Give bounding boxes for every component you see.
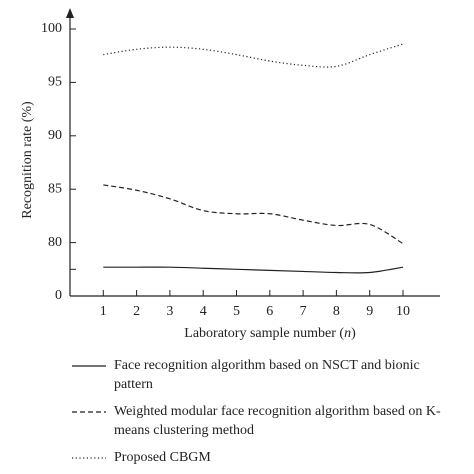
x-tick-label: 4 (200, 304, 207, 319)
x-axis-label: Laboratory sample number (n) (184, 326, 356, 341)
x-tick-label: 9 (366, 304, 373, 319)
series-line (103, 43, 404, 68)
y-tick-label: 0 (55, 288, 62, 303)
legend-label: Face recognition algorithm based on NSCT… (114, 358, 420, 392)
y-tick-label: 95 (48, 75, 62, 90)
legend-swatch (72, 457, 106, 459)
x-tick-label: 7 (300, 304, 307, 319)
series-line (103, 266, 404, 274)
y-axis-arrow (66, 8, 74, 18)
y-tick-label: 85 (48, 181, 62, 196)
x-tick-label: 5 (233, 304, 240, 319)
chart: Recognition rate (%) Laboratory sample n… (20, 8, 440, 341)
x-tick-label: 2 (133, 304, 140, 319)
legend-swatch (72, 411, 106, 413)
x-tick-label: 6 (266, 304, 273, 319)
y-tick-label: 100 (41, 21, 62, 36)
legend-label: Weighted modular face recognition algori… (114, 404, 441, 438)
x-axis-variable: n (344, 326, 351, 341)
x-tick-label: 3 (166, 304, 173, 319)
x-axis-label-text: Laboratory sample number (184, 326, 336, 341)
x-tick-label: 8 (333, 304, 340, 319)
y-tick-label: 80 (48, 235, 62, 250)
x-tick-label: 1 (100, 304, 107, 319)
legend-label: Proposed CBGM (114, 450, 211, 465)
y-axis-label: Recognition rate (%) (20, 101, 35, 219)
series-line (103, 184, 404, 245)
y-tick-label: 90 (48, 128, 62, 143)
x-tick-label: 10 (396, 304, 410, 319)
legend-swatch (72, 365, 106, 367)
